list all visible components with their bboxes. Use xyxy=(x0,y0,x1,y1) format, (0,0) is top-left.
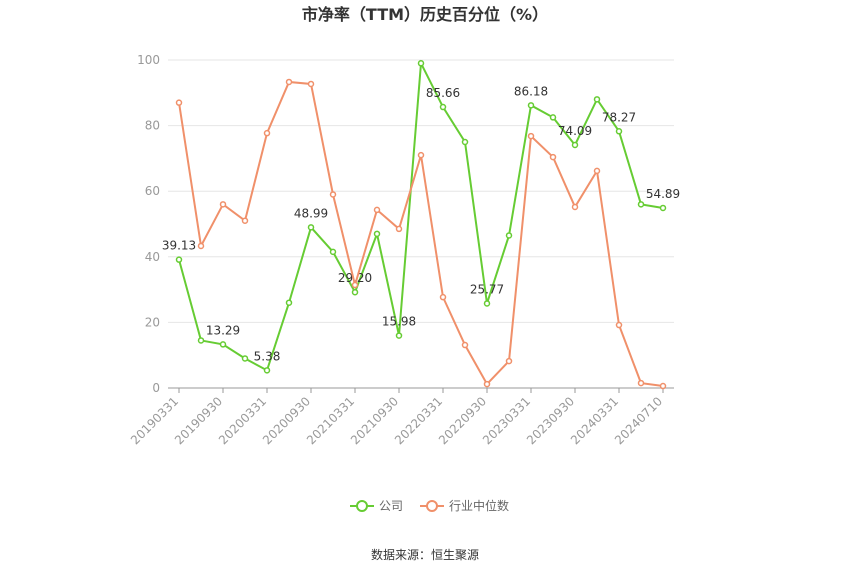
y-tick-label: 100 xyxy=(137,53,160,67)
data-label: 78.27 xyxy=(602,110,636,124)
point xyxy=(219,341,227,348)
point xyxy=(395,225,403,233)
data-label: 85.66 xyxy=(426,86,460,100)
point xyxy=(505,357,513,365)
point xyxy=(351,281,359,289)
y-tick-label: 20 xyxy=(145,315,160,329)
point xyxy=(505,232,513,239)
point xyxy=(593,96,601,103)
point xyxy=(329,248,337,256)
chart-title: 市净率（TTM）历史百分位（%） xyxy=(302,5,548,24)
legend-label: 公司 xyxy=(379,499,403,513)
point xyxy=(461,138,469,146)
data-label: 5.38 xyxy=(254,349,281,363)
legend-marker xyxy=(426,500,438,512)
point xyxy=(351,288,359,296)
point xyxy=(571,141,579,149)
point xyxy=(439,293,447,301)
data-label: 13.29 xyxy=(206,323,240,337)
point xyxy=(373,206,381,214)
point xyxy=(241,217,249,224)
point xyxy=(307,80,315,88)
point xyxy=(659,204,667,212)
point xyxy=(637,201,645,208)
data-label: 48.99 xyxy=(294,206,328,220)
point xyxy=(417,151,425,159)
data-label: 39.13 xyxy=(162,239,196,253)
point xyxy=(461,341,469,349)
point xyxy=(483,300,491,307)
point xyxy=(175,99,183,106)
point xyxy=(637,379,645,387)
legend-marker xyxy=(356,500,368,512)
data-label: 15.98 xyxy=(382,315,416,329)
point xyxy=(197,337,205,344)
data-label: 86.18 xyxy=(514,84,548,98)
y-tick-label: 80 xyxy=(145,119,160,133)
point xyxy=(615,128,623,135)
point xyxy=(527,132,535,140)
point xyxy=(175,256,183,263)
point xyxy=(527,102,535,109)
point xyxy=(549,114,557,121)
point xyxy=(329,191,337,198)
data-label: 74.09 xyxy=(558,124,592,138)
point xyxy=(395,332,403,339)
point xyxy=(219,201,227,208)
y-tick-label: 40 xyxy=(145,250,160,264)
point xyxy=(263,129,271,137)
point xyxy=(285,78,293,86)
y-tick-label: 60 xyxy=(145,184,160,198)
point xyxy=(483,380,491,388)
point xyxy=(307,224,315,231)
point xyxy=(417,60,425,67)
series-line xyxy=(178,59,664,372)
point xyxy=(659,382,667,390)
point xyxy=(593,167,601,175)
point xyxy=(263,367,271,374)
point xyxy=(241,355,249,362)
point xyxy=(285,299,293,306)
point xyxy=(373,230,381,238)
source: 数据来源：恒生聚源 xyxy=(371,547,479,562)
point xyxy=(439,103,447,111)
data-label: 25.77 xyxy=(470,282,504,296)
point xyxy=(571,203,579,211)
data-label: 54.89 xyxy=(646,187,680,201)
x-tick-label: 20240710 xyxy=(612,394,665,447)
point xyxy=(615,321,623,329)
point xyxy=(197,242,205,250)
y-tick-label: 0 xyxy=(152,381,160,395)
legend-label: 行业中位数 xyxy=(449,498,509,513)
point xyxy=(549,153,557,161)
data-label: 29.20 xyxy=(338,271,372,285)
